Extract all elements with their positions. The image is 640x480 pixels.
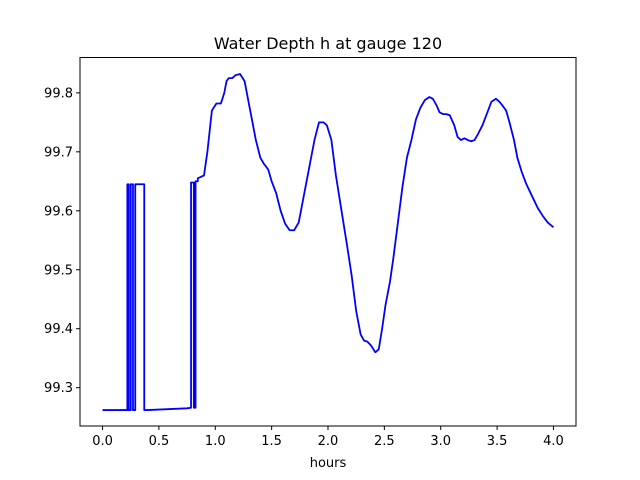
series-line-0 [102,73,555,411]
x-tick-label: 1.5 [261,434,282,449]
y-tick-label: 99.4 [44,322,73,337]
x-tick-label: 4.0 [543,434,564,449]
x-tick-label: 2.0 [318,434,339,449]
y-tick-label: 99.7 [44,145,73,160]
x-axis-label: hours [310,456,347,471]
y-tick-label: 99.6 [44,204,73,219]
x-tick-label: 3.5 [487,434,508,449]
y-tick-label: 99.5 [44,263,73,278]
y-axis: 99.3 99.4 99.5 99.6 99.7 99.8 [44,86,80,396]
x-tick-label: 2.5 [374,434,395,449]
plot-frame [79,57,577,427]
plot-area [102,73,555,411]
chart-title: Water Depth h at gauge 120 [214,34,442,53]
x-axis: 0.0 0.5 1.0 1.5 2.0 2.5 3.0 3.5 4.0 [92,426,564,449]
x-tick-label: 3.0 [430,434,451,449]
x-tick-label: 0.5 [149,434,170,449]
y-tick-label: 99.8 [44,86,73,101]
x-tick-label: 0.0 [92,434,113,449]
x-tick-label: 1.0 [205,434,226,449]
y-tick-label: 99.3 [44,381,73,396]
